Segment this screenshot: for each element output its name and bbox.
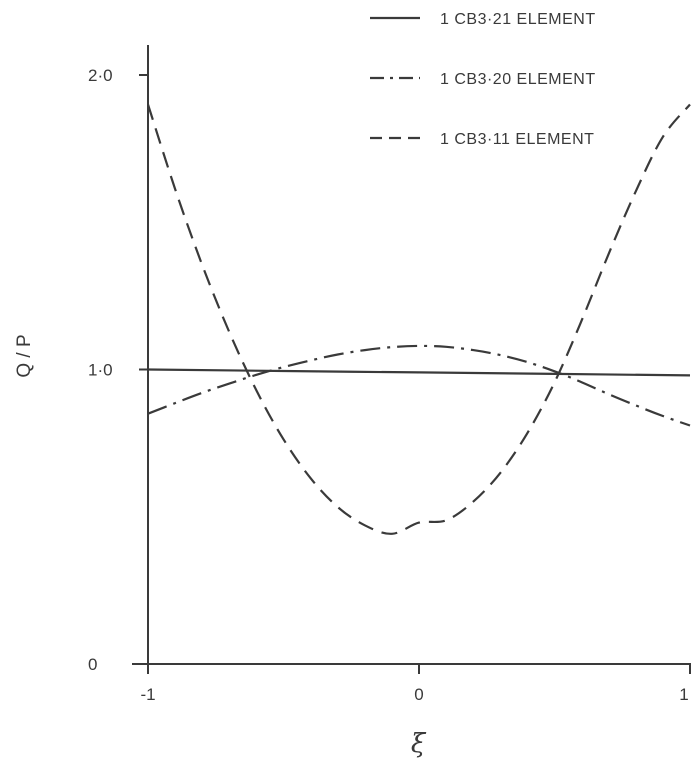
legend-label-2: 1 CB3·20 ELEMENT (440, 71, 596, 88)
series-line-1 (147, 368, 691, 377)
y-tick-label: 1·0 (88, 361, 113, 380)
x-tick-label: 1 (679, 685, 688, 704)
x-tick-label: -1 (140, 685, 155, 704)
legend-label-1: 1 CB3·21 ELEMENT (440, 11, 596, 28)
series-line-2 (147, 344, 691, 427)
series-line-3 (146, 103, 691, 535)
x-axis-label: ξ (411, 729, 427, 759)
legend-label-3: 1 CB3·11 ELEMENT (440, 131, 594, 148)
axis-ticks: 0 1·0 2·0 -1 0 1 (88, 66, 691, 704)
chart-legend: 1 CB3·21 ELEMENT 1 CB3·20 ELEMENT 1 CB3·11… (370, 11, 596, 148)
x-tick-label: 0 (414, 685, 423, 704)
chart-axes (132, 45, 691, 668)
y-tick-label: 2·0 (88, 66, 113, 85)
y-tick-label: 0 (88, 655, 97, 674)
y-axis-label: Q / P (14, 334, 35, 377)
series-layer (146, 103, 691, 535)
